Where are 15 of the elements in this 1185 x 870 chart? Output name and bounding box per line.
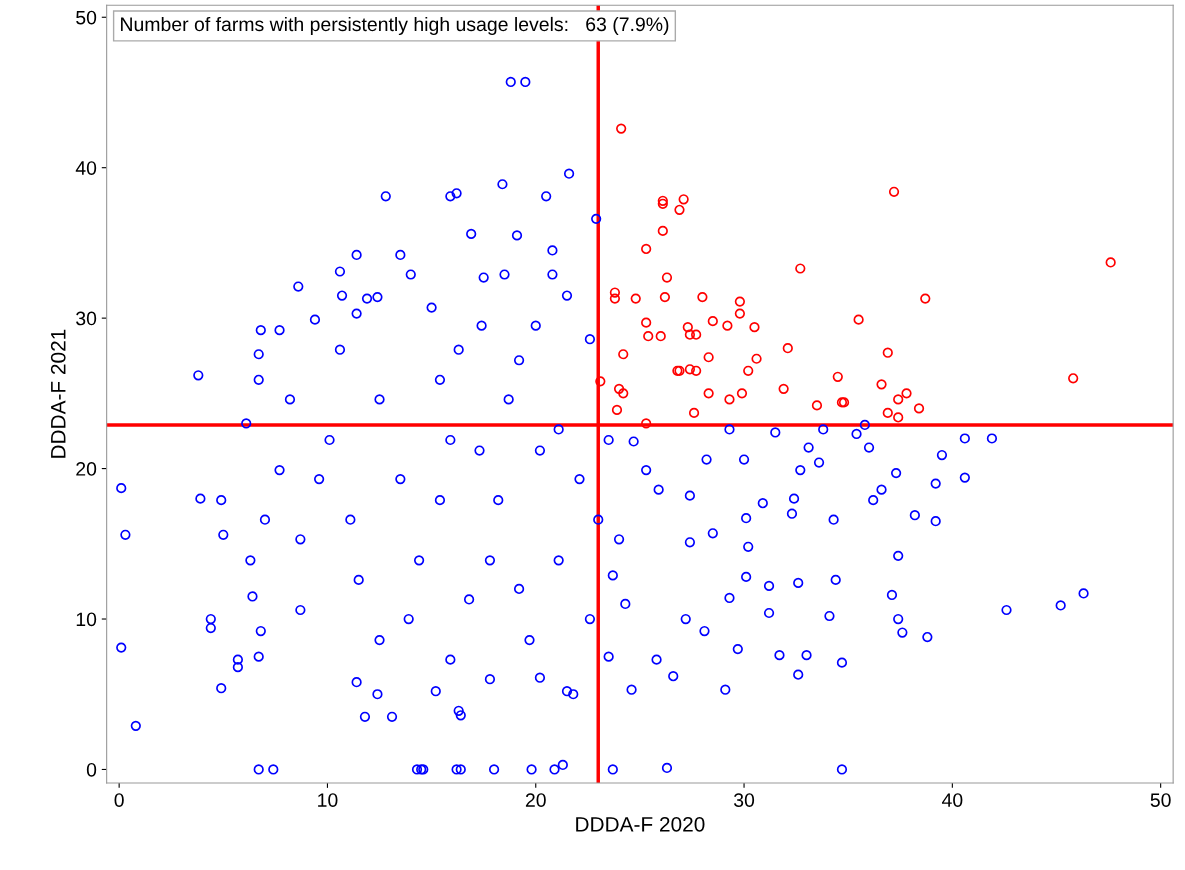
x-axis-title: DDDA-F 2020 xyxy=(576,816,705,832)
y-tick-label: 30 xyxy=(76,311,97,326)
y-tick-label: 0 xyxy=(86,762,97,777)
x-tick-label: 40 xyxy=(941,793,963,807)
x-tick-label: 10 xyxy=(318,793,338,807)
y-tick-label: 50 xyxy=(76,10,97,25)
annotation: Number of farms with persistently high usage levels: 63 (7.9%) xyxy=(121,16,669,36)
x-tick-label: 50 xyxy=(1150,793,1171,807)
x-tick-label: 30 xyxy=(733,793,755,807)
x-tick-label: 20 xyxy=(525,793,546,807)
y-axis-title: DDDA-F 2021 xyxy=(50,329,66,458)
y-tick-label: 40 xyxy=(75,161,97,175)
y-tick-label: 10 xyxy=(76,612,97,627)
x-tick-label: 0 xyxy=(114,793,124,807)
y-tick-label: 20 xyxy=(76,462,97,476)
